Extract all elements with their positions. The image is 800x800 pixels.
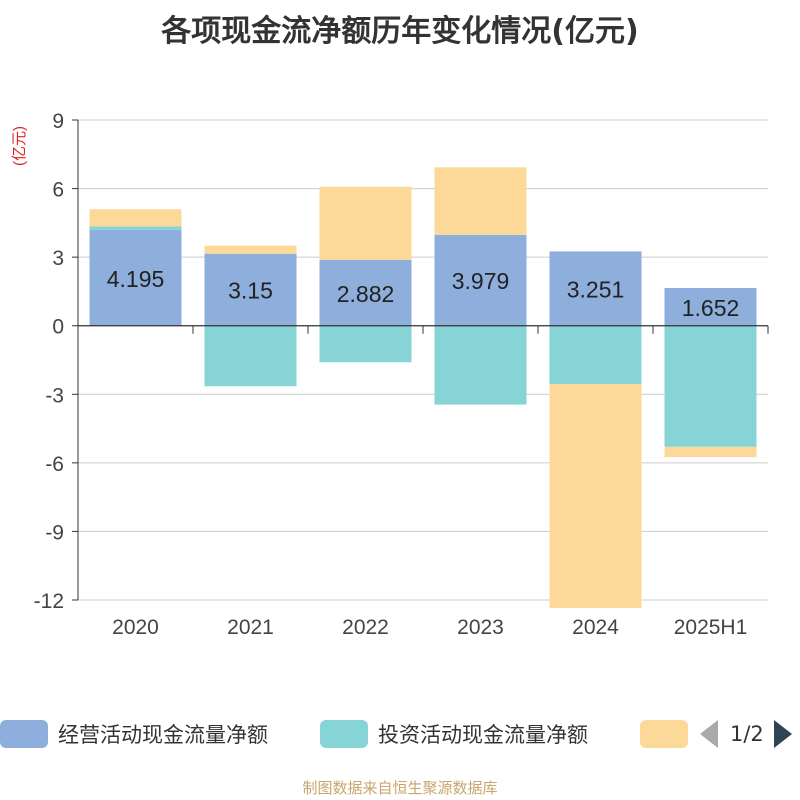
bar-1-2020	[89, 229, 182, 326]
axes: 9 6 3 0 -3 -6 -9 -12 2020 2021 2022 2023 2024 2025H1	[34, 110, 769, 639]
legend-pager: 1/2	[700, 718, 792, 750]
bar-1-2022	[319, 259, 412, 326]
legend-label-operating: 经营活动现金流量净额	[58, 723, 268, 747]
data-label: 1.652	[682, 295, 740, 321]
y-tick-label: -6	[45, 453, 64, 476]
bar-1-2025H1	[664, 287, 757, 326]
legend-swatch-operating	[0, 720, 48, 748]
data-label: 3.251	[567, 277, 625, 303]
x-tick-label: 2023	[457, 616, 504, 639]
bar-3-2023	[434, 167, 527, 235]
x-tick-label: 2022	[342, 616, 389, 639]
bar-2-2021	[204, 325, 297, 387]
legend-label-investing: 投资活动现金流量净额	[378, 723, 588, 747]
y-tick-label: 6	[52, 179, 64, 202]
y-tick-label: -3	[45, 384, 64, 407]
bar-3-2024	[549, 384, 642, 608]
gridlines	[78, 119, 768, 601]
y-tick-label: 0	[52, 316, 64, 339]
legend-prev-page-icon[interactable]	[700, 720, 718, 748]
legend-item-investing[interactable]: 投资活动现金流量净额	[320, 718, 588, 750]
data-label: 2.882	[337, 281, 395, 307]
bars	[89, 167, 757, 608]
x-tick-label: 2021	[227, 616, 274, 639]
bar-1-2021	[204, 253, 297, 326]
bar-3-2020	[89, 209, 182, 227]
y-tick-label: -9	[45, 521, 64, 544]
x-tick-label: 2020	[112, 616, 159, 639]
bar-3-2022	[319, 186, 412, 260]
chart-title: 各项现金流净额历年变化情况(亿元)	[161, 14, 639, 49]
source-footer: 制图数据来自恒生聚源数据库	[302, 779, 498, 797]
legend-swatch-investing	[320, 720, 368, 748]
bar-2-2020	[89, 226, 182, 230]
bar-1-2023	[434, 234, 527, 326]
legend-item-financing[interactable]	[640, 718, 698, 750]
y-axis-unit-label: (亿元)	[11, 126, 28, 166]
x-tick-label: 2024	[572, 616, 619, 639]
legend-swatch-financing	[640, 720, 688, 748]
x-tick-label: 2025H1	[674, 616, 748, 639]
data-label: 4.195	[107, 266, 165, 292]
y-tick-label: -12	[34, 590, 64, 613]
legend-page-indicator: 1/2	[730, 722, 764, 746]
bar-2-2023	[434, 325, 527, 405]
data-label: 3.15	[228, 278, 273, 304]
legend-item-operating[interactable]: 经营活动现金流量净额	[0, 718, 268, 750]
bar-3-2021	[204, 245, 297, 254]
data-labels: 4.195 3.15 2.882 3.979 3.251 1.652	[107, 266, 740, 321]
data-label: 3.979	[452, 268, 510, 294]
bar-2-2022	[319, 325, 412, 363]
y-tick-label: 9	[52, 110, 64, 133]
bar-2-2024	[549, 325, 642, 384]
legend-next-page-icon[interactable]	[773, 720, 792, 748]
bar-2-2025H1	[664, 325, 757, 447]
bar-1-2024	[549, 251, 642, 326]
y-tick-label: 3	[52, 247, 64, 270]
bar-3-2025H1	[664, 446, 757, 458]
